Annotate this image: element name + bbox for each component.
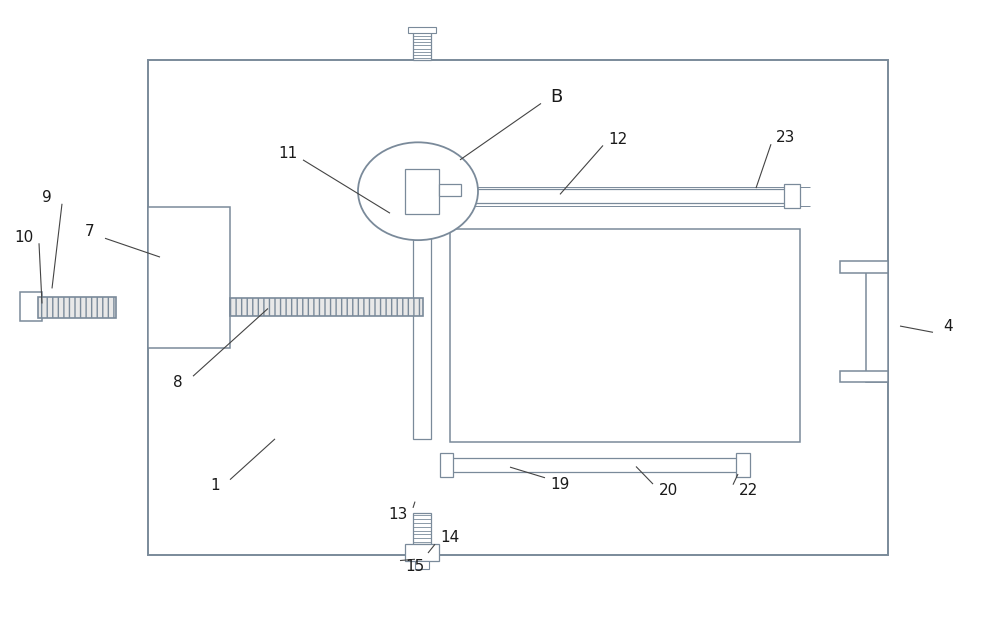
- Bar: [840, 261, 888, 273]
- Bar: [413, 176, 431, 439]
- Text: 1: 1: [210, 478, 220, 493]
- Bar: [439, 184, 461, 196]
- Text: 9: 9: [42, 190, 52, 205]
- Bar: [148, 207, 230, 348]
- Bar: [415, 561, 429, 569]
- Text: 8: 8: [173, 375, 183, 390]
- Text: 15: 15: [405, 559, 425, 574]
- Text: 11: 11: [278, 146, 298, 161]
- Bar: [405, 544, 439, 561]
- Bar: [413, 513, 431, 544]
- Bar: [440, 453, 453, 477]
- Text: 23: 23: [776, 130, 796, 145]
- Bar: [38, 297, 116, 318]
- Bar: [736, 453, 750, 477]
- Text: 22: 22: [738, 483, 758, 498]
- Text: 20: 20: [658, 483, 678, 498]
- Text: 10: 10: [14, 229, 34, 245]
- Bar: [448, 458, 743, 472]
- Bar: [413, 28, 431, 60]
- Text: B: B: [550, 88, 562, 106]
- Bar: [866, 266, 888, 382]
- Bar: [408, 27, 436, 33]
- Text: 19: 19: [550, 477, 570, 492]
- Text: 4: 4: [943, 319, 953, 334]
- Text: 14: 14: [440, 530, 460, 545]
- Bar: [440, 189, 790, 203]
- Bar: [405, 169, 439, 214]
- Bar: [784, 184, 800, 208]
- Text: 12: 12: [608, 132, 628, 147]
- Bar: [840, 371, 888, 382]
- Text: 7: 7: [85, 224, 95, 240]
- Bar: [450, 229, 800, 442]
- Bar: [20, 292, 42, 321]
- Text: 13: 13: [388, 507, 408, 522]
- Ellipse shape: [358, 142, 478, 240]
- Bar: [230, 298, 423, 316]
- Bar: [148, 60, 888, 555]
